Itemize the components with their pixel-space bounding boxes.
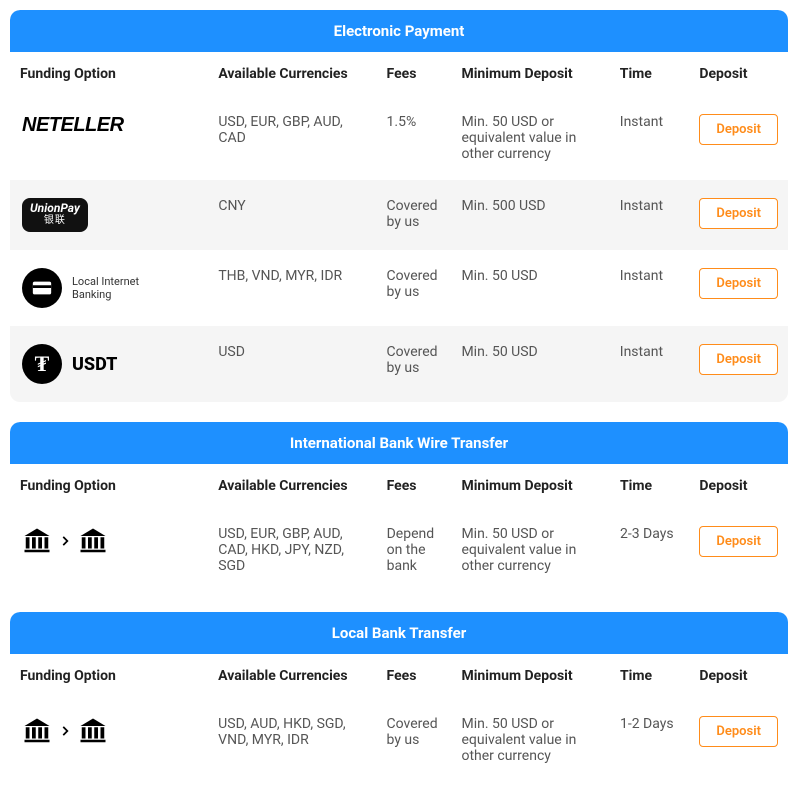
section-title: Electronic Payment (10, 10, 788, 52)
table-row: UnionPay 银联 CNY Covered by us Min. 500 U… (10, 180, 788, 250)
time-cell: Instant (610, 250, 690, 326)
min-deposit-cell: Min. 500 USD (451, 180, 609, 250)
col-min-deposit: Minimum Deposit (451, 654, 609, 698)
col-currencies: Available Currencies (208, 464, 376, 508)
currencies-cell: USD, AUD, HKD, SGD, VND, MYR, IDR (208, 698, 376, 782)
tether-icon: ₮ (22, 344, 62, 384)
usdt-logo: ₮ USDT (22, 344, 198, 384)
funding-option-cell (10, 508, 208, 592)
col-time: Time (610, 654, 689, 698)
col-funding-option: Funding Option (10, 654, 208, 698)
funding-option-cell: Local Internet Banking (10, 250, 208, 326)
funding-option-cell (10, 698, 208, 782)
currencies-cell: USD, EUR, GBP, AUD, CAD (208, 96, 376, 180)
min-deposit-cell: Min. 50 USD or equivalent value in other… (451, 508, 610, 592)
time-cell: Instant (610, 96, 690, 180)
currencies-cell: CNY (208, 180, 376, 250)
time-cell: 1-2 Days (610, 698, 689, 782)
payment-section: Electronic Payment Funding Option Availa… (10, 10, 788, 402)
table-row: NETELLER USD, EUR, GBP, AUD, CAD 1.5% Mi… (10, 96, 788, 180)
section-title: International Bank Wire Transfer (10, 422, 788, 464)
col-min-deposit: Minimum Deposit (451, 464, 610, 508)
payment-table: Funding Option Available Currencies Fees… (10, 464, 788, 592)
col-time: Time (610, 52, 690, 96)
min-deposit-cell: Min. 50 USD (451, 250, 609, 326)
deposit-button[interactable]: Deposit (699, 716, 778, 747)
col-fees: Fees (377, 52, 452, 96)
deposit-button[interactable]: Deposit (699, 268, 778, 299)
unionpay-logo: UnionPay 银联 (22, 198, 88, 232)
currencies-cell: USD, EUR, GBP, AUD, CAD, HKD, JPY, NZD, … (208, 508, 376, 592)
lib-label: Local Internet Banking (72, 275, 162, 301)
fees-cell: Covered by us (377, 698, 452, 782)
payment-table: Funding Option Available Currencies Fees… (10, 52, 788, 402)
table-row: USD, AUD, HKD, SGD, VND, MYR, IDR Covere… (10, 698, 788, 782)
neteller-logo: NETELLER (22, 114, 124, 136)
col-currencies: Available Currencies (208, 654, 376, 698)
fees-cell: Covered by us (377, 180, 452, 250)
col-deposit: Deposit (689, 464, 788, 508)
payment-table: Funding Option Available Currencies Fees… (10, 654, 788, 782)
bank-transfer-logo (22, 716, 198, 750)
bank-icon (22, 526, 52, 560)
deposit-button[interactable]: Deposit (699, 198, 778, 229)
deposit-cell: Deposit (689, 698, 788, 782)
chevron-right-icon (58, 724, 72, 742)
currencies-cell: USD (208, 326, 376, 402)
min-deposit-cell: Min. 50 USD or equivalent value in other… (451, 698, 609, 782)
col-min-deposit: Minimum Deposit (451, 52, 609, 96)
funding-option-cell: ₮ USDT (10, 326, 208, 402)
card-icon (22, 268, 62, 308)
deposit-cell: Deposit (689, 508, 788, 592)
time-cell: Instant (610, 326, 690, 402)
col-deposit: Deposit (689, 52, 788, 96)
deposit-cell: Deposit (689, 180, 788, 250)
funding-option-cell: NETELLER (10, 96, 208, 180)
bank-transfer-logo (22, 526, 198, 560)
col-fees: Fees (377, 654, 452, 698)
bank-icon (22, 716, 52, 750)
fees-cell: Depend on the bank (377, 508, 452, 592)
min-deposit-cell: Min. 50 USD or equivalent value in other… (451, 96, 609, 180)
local-internet-banking-logo: Local Internet Banking (22, 268, 198, 308)
deposit-button[interactable]: Deposit (699, 344, 778, 375)
usdt-label: USDT (72, 354, 117, 375)
col-funding-option: Funding Option (10, 464, 208, 508)
section-title: Local Bank Transfer (10, 612, 788, 654)
table-row: Local Internet Banking THB, VND, MYR, ID… (10, 250, 788, 326)
payment-section: International Bank Wire Transfer Funding… (10, 422, 788, 592)
deposit-cell: Deposit (689, 326, 788, 402)
col-fees: Fees (377, 464, 452, 508)
col-deposit: Deposit (689, 654, 788, 698)
table-row: USD, EUR, GBP, AUD, CAD, HKD, JPY, NZD, … (10, 508, 788, 592)
currencies-cell: THB, VND, MYR, IDR (208, 250, 376, 326)
fees-cell: Covered by us (377, 326, 452, 402)
time-cell: Instant (610, 180, 690, 250)
deposit-cell: Deposit (689, 96, 788, 180)
funding-option-cell: UnionPay 银联 (10, 180, 208, 250)
deposit-cell: Deposit (689, 250, 788, 326)
col-funding-option: Funding Option (10, 52, 208, 96)
payment-section: Local Bank Transfer Funding Option Avail… (10, 612, 788, 782)
col-time: Time (610, 464, 689, 508)
min-deposit-cell: Min. 50 USD (451, 326, 609, 402)
col-currencies: Available Currencies (208, 52, 376, 96)
chevron-right-icon (58, 534, 72, 552)
time-cell: 2-3 Days (610, 508, 689, 592)
fees-cell: Covered by us (377, 250, 452, 326)
bank-icon (78, 526, 108, 560)
table-row: ₮ USDT USD Covered by us Min. 50 USD Ins… (10, 326, 788, 402)
bank-icon (78, 716, 108, 750)
fees-cell: 1.5% (377, 96, 452, 180)
deposit-button[interactable]: Deposit (699, 526, 778, 557)
deposit-button[interactable]: Deposit (699, 114, 778, 145)
